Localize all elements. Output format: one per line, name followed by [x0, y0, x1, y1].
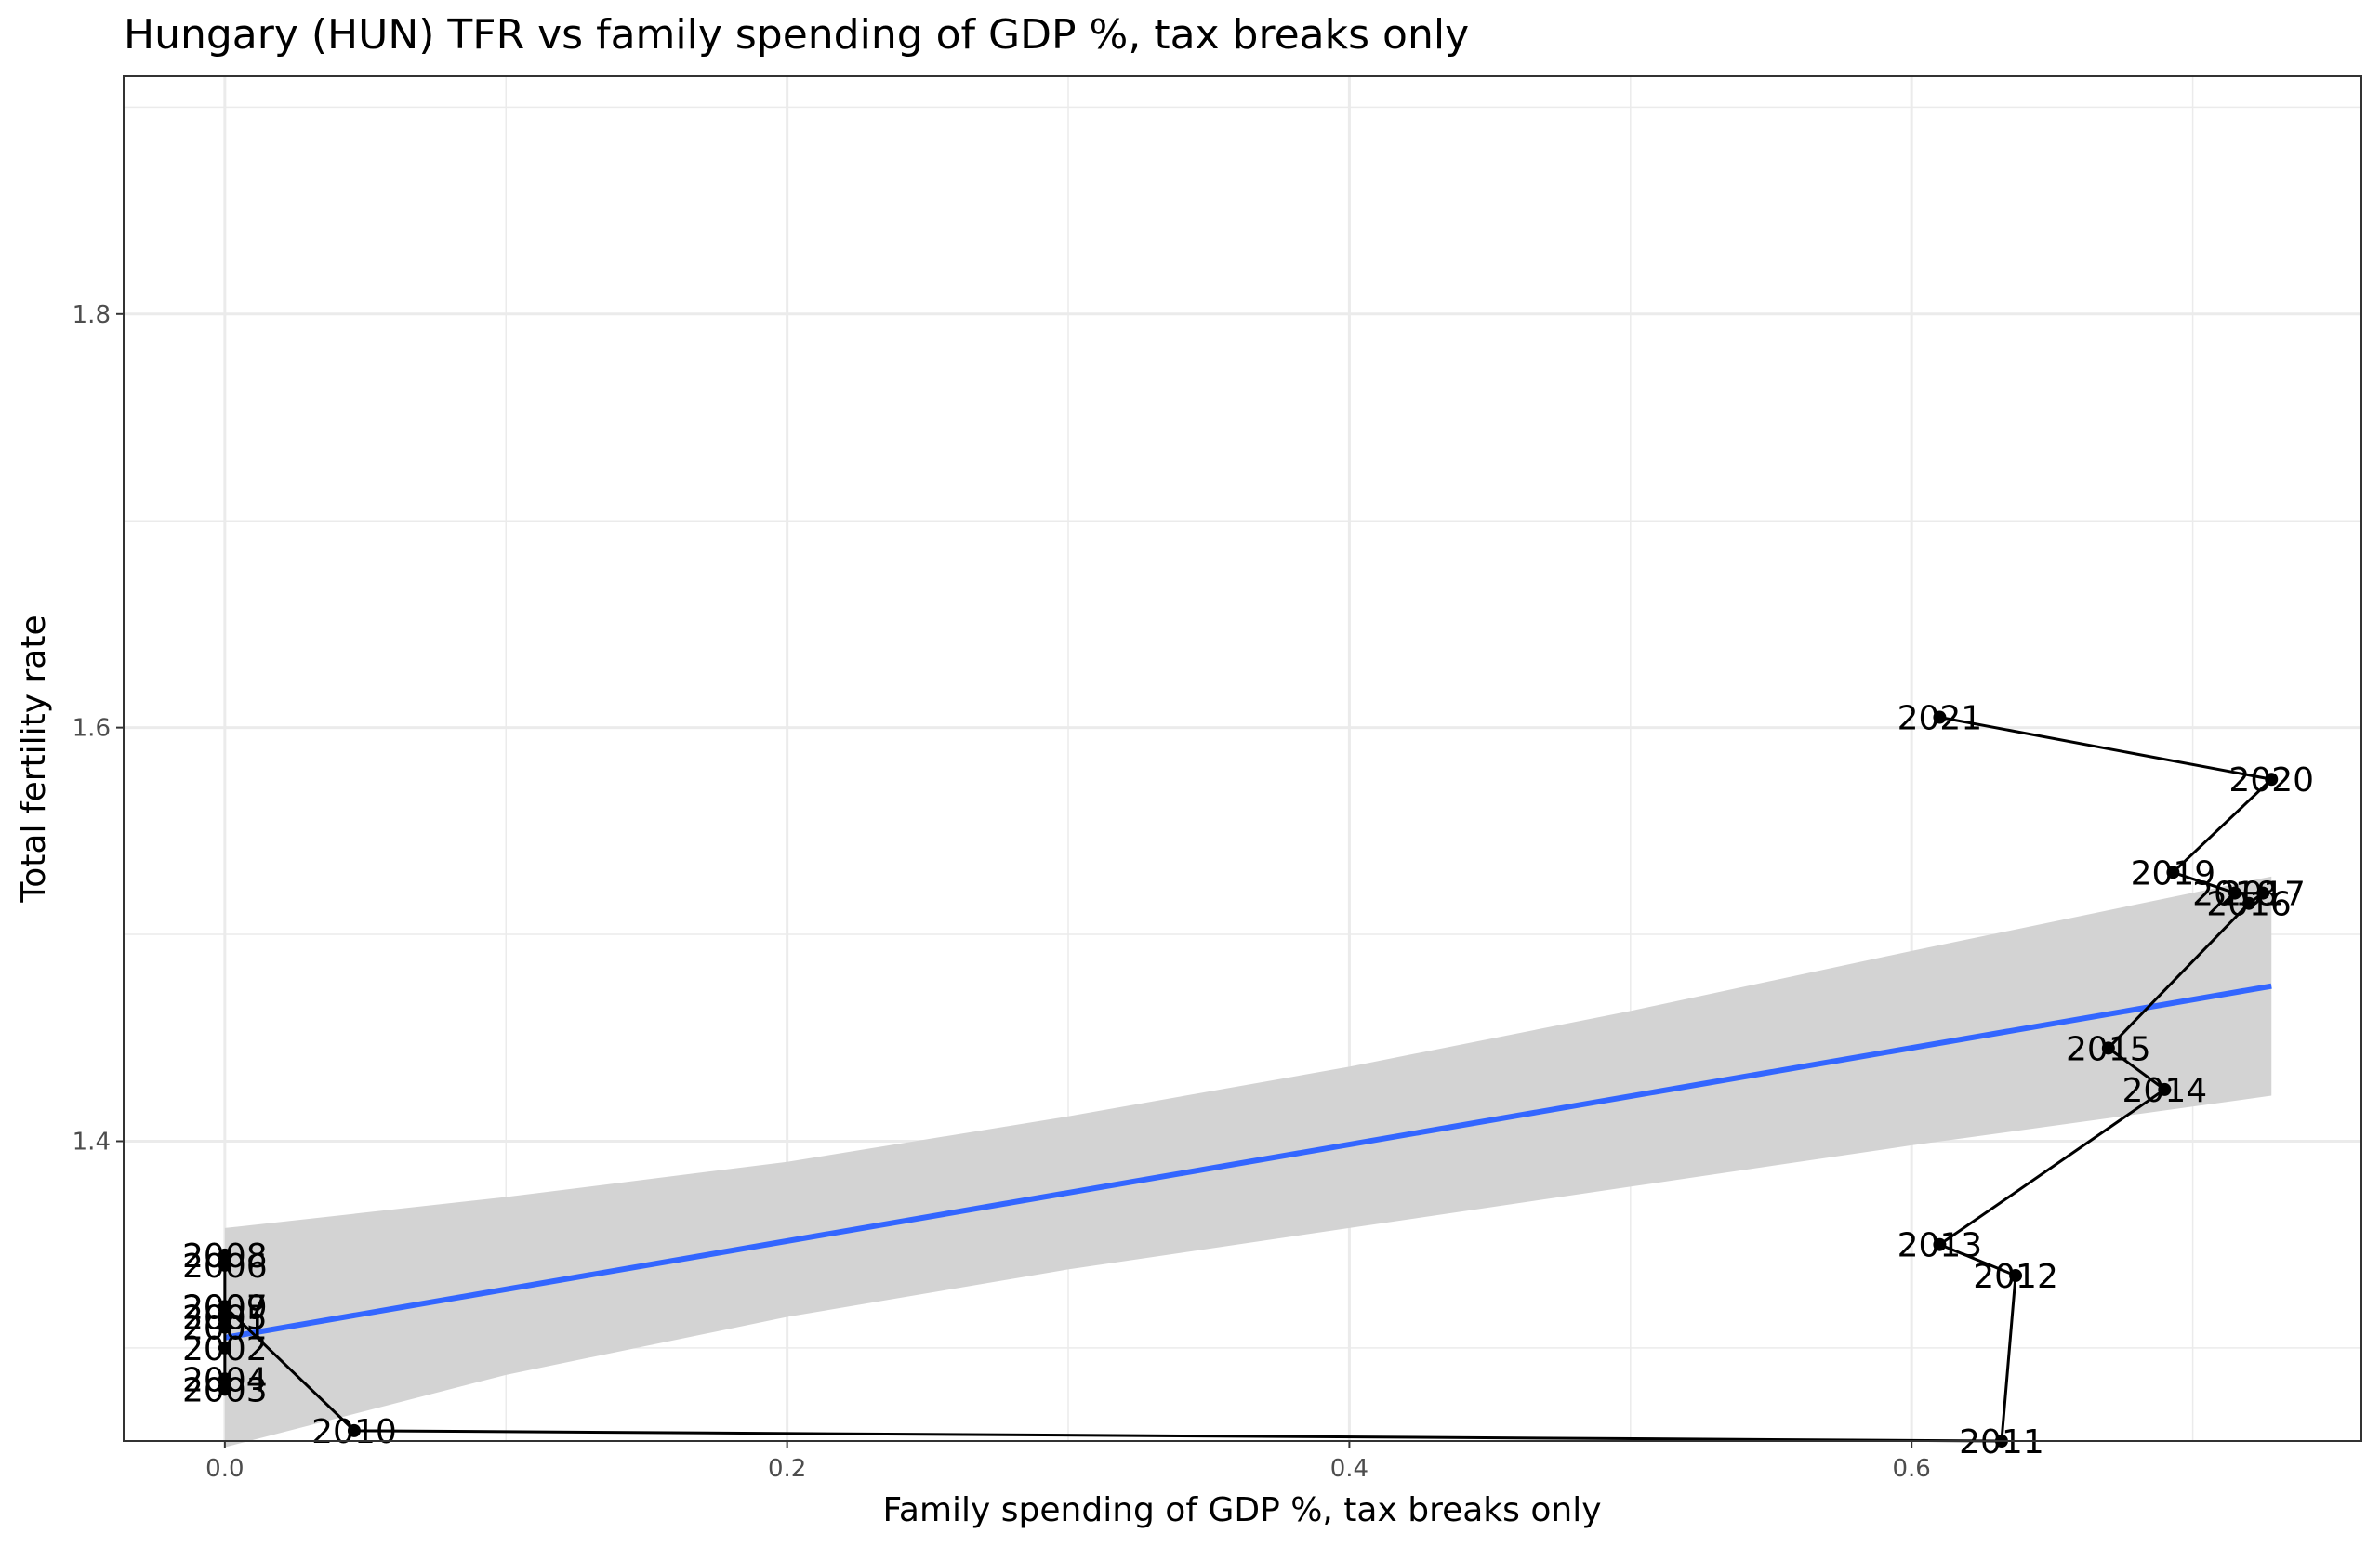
y-tick-label: 1.6 — [73, 715, 111, 743]
data-label-2019: 2019 — [2131, 854, 2216, 892]
data-label-2004: 2004 — [182, 1361, 268, 1399]
data-point-2015 — [2101, 1041, 2115, 1055]
y-tick-label: 1.8 — [73, 301, 111, 329]
data-point-2006 — [218, 1258, 231, 1272]
data-label-2001: 2001 — [182, 1310, 268, 1348]
data-point-2019 — [2166, 866, 2180, 879]
data-label-2020: 2020 — [2228, 761, 2314, 800]
data-label-2010: 2010 — [311, 1413, 397, 1451]
data-point-2014 — [2158, 1082, 2172, 1096]
panel-border — [123, 75, 2362, 1442]
data-label-2007: 2007 — [182, 1289, 268, 1327]
data-label-2005: 2005 — [182, 1300, 268, 1338]
data-label-2018: 2018 — [2192, 876, 2278, 914]
data-point-2012 — [2009, 1269, 2023, 1283]
y-axis-title: Total fertility rate — [15, 615, 53, 903]
x-axis-title: Family spending of GDP %, tax breaks onl… — [882, 1491, 1601, 1529]
data-label-2013: 2013 — [1897, 1227, 1983, 1265]
data-point-2008 — [218, 1248, 231, 1262]
data-label-2021: 2021 — [1897, 700, 1983, 738]
data-label-2003: 2003 — [182, 1371, 268, 1409]
x-tick-label: 0.4 — [1330, 1455, 1368, 1483]
data-label-2008: 2008 — [182, 1237, 268, 1276]
data-point-2005 — [218, 1310, 231, 1324]
data-label-2009: 2009 — [182, 1289, 268, 1327]
data-point-2010 — [347, 1423, 361, 1437]
data-point-2009 — [218, 1300, 231, 1314]
data-point-2013 — [1933, 1237, 1947, 1251]
axis-layer: 0.0 0.2 0.4 0.6 1.4 1.6 1.8 — [73, 301, 1931, 1483]
data-label-2017: 2017 — [2220, 876, 2306, 914]
point-layer — [218, 710, 2279, 1448]
y-tick-label: 1.4 — [73, 1128, 111, 1156]
data-point-2004 — [218, 1372, 231, 1386]
chart-title: Hungary (HUN) TFR vs family spending of … — [124, 11, 1469, 59]
trend-line — [224, 983, 2272, 1341]
trend-line-layer — [224, 983, 2272, 1341]
data-point-2003 — [218, 1382, 231, 1396]
data-point-2001 — [218, 1320, 231, 1334]
data-label-2006: 2006 — [182, 1248, 268, 1286]
data-point-2021 — [1933, 710, 1947, 724]
data-point-2020 — [2265, 773, 2279, 787]
data-label-2015: 2015 — [2066, 1030, 2151, 1068]
x-tick-label: 0.0 — [205, 1455, 244, 1483]
data-label-2016: 2016 — [2206, 886, 2292, 924]
data-point-2016 — [2242, 896, 2256, 910]
data-label-2011: 2011 — [1959, 1423, 2044, 1461]
data-label-2002: 2002 — [182, 1330, 268, 1368]
data-point-2002 — [218, 1341, 231, 1355]
data-point-2017 — [2256, 886, 2270, 900]
data-label-2014: 2014 — [2122, 1072, 2208, 1110]
x-tick-label: 0.6 — [1893, 1455, 1931, 1483]
data-point-2018 — [2228, 886, 2241, 900]
data-label-2012: 2012 — [1973, 1258, 2058, 1296]
x-tick-label: 0.2 — [768, 1455, 806, 1483]
